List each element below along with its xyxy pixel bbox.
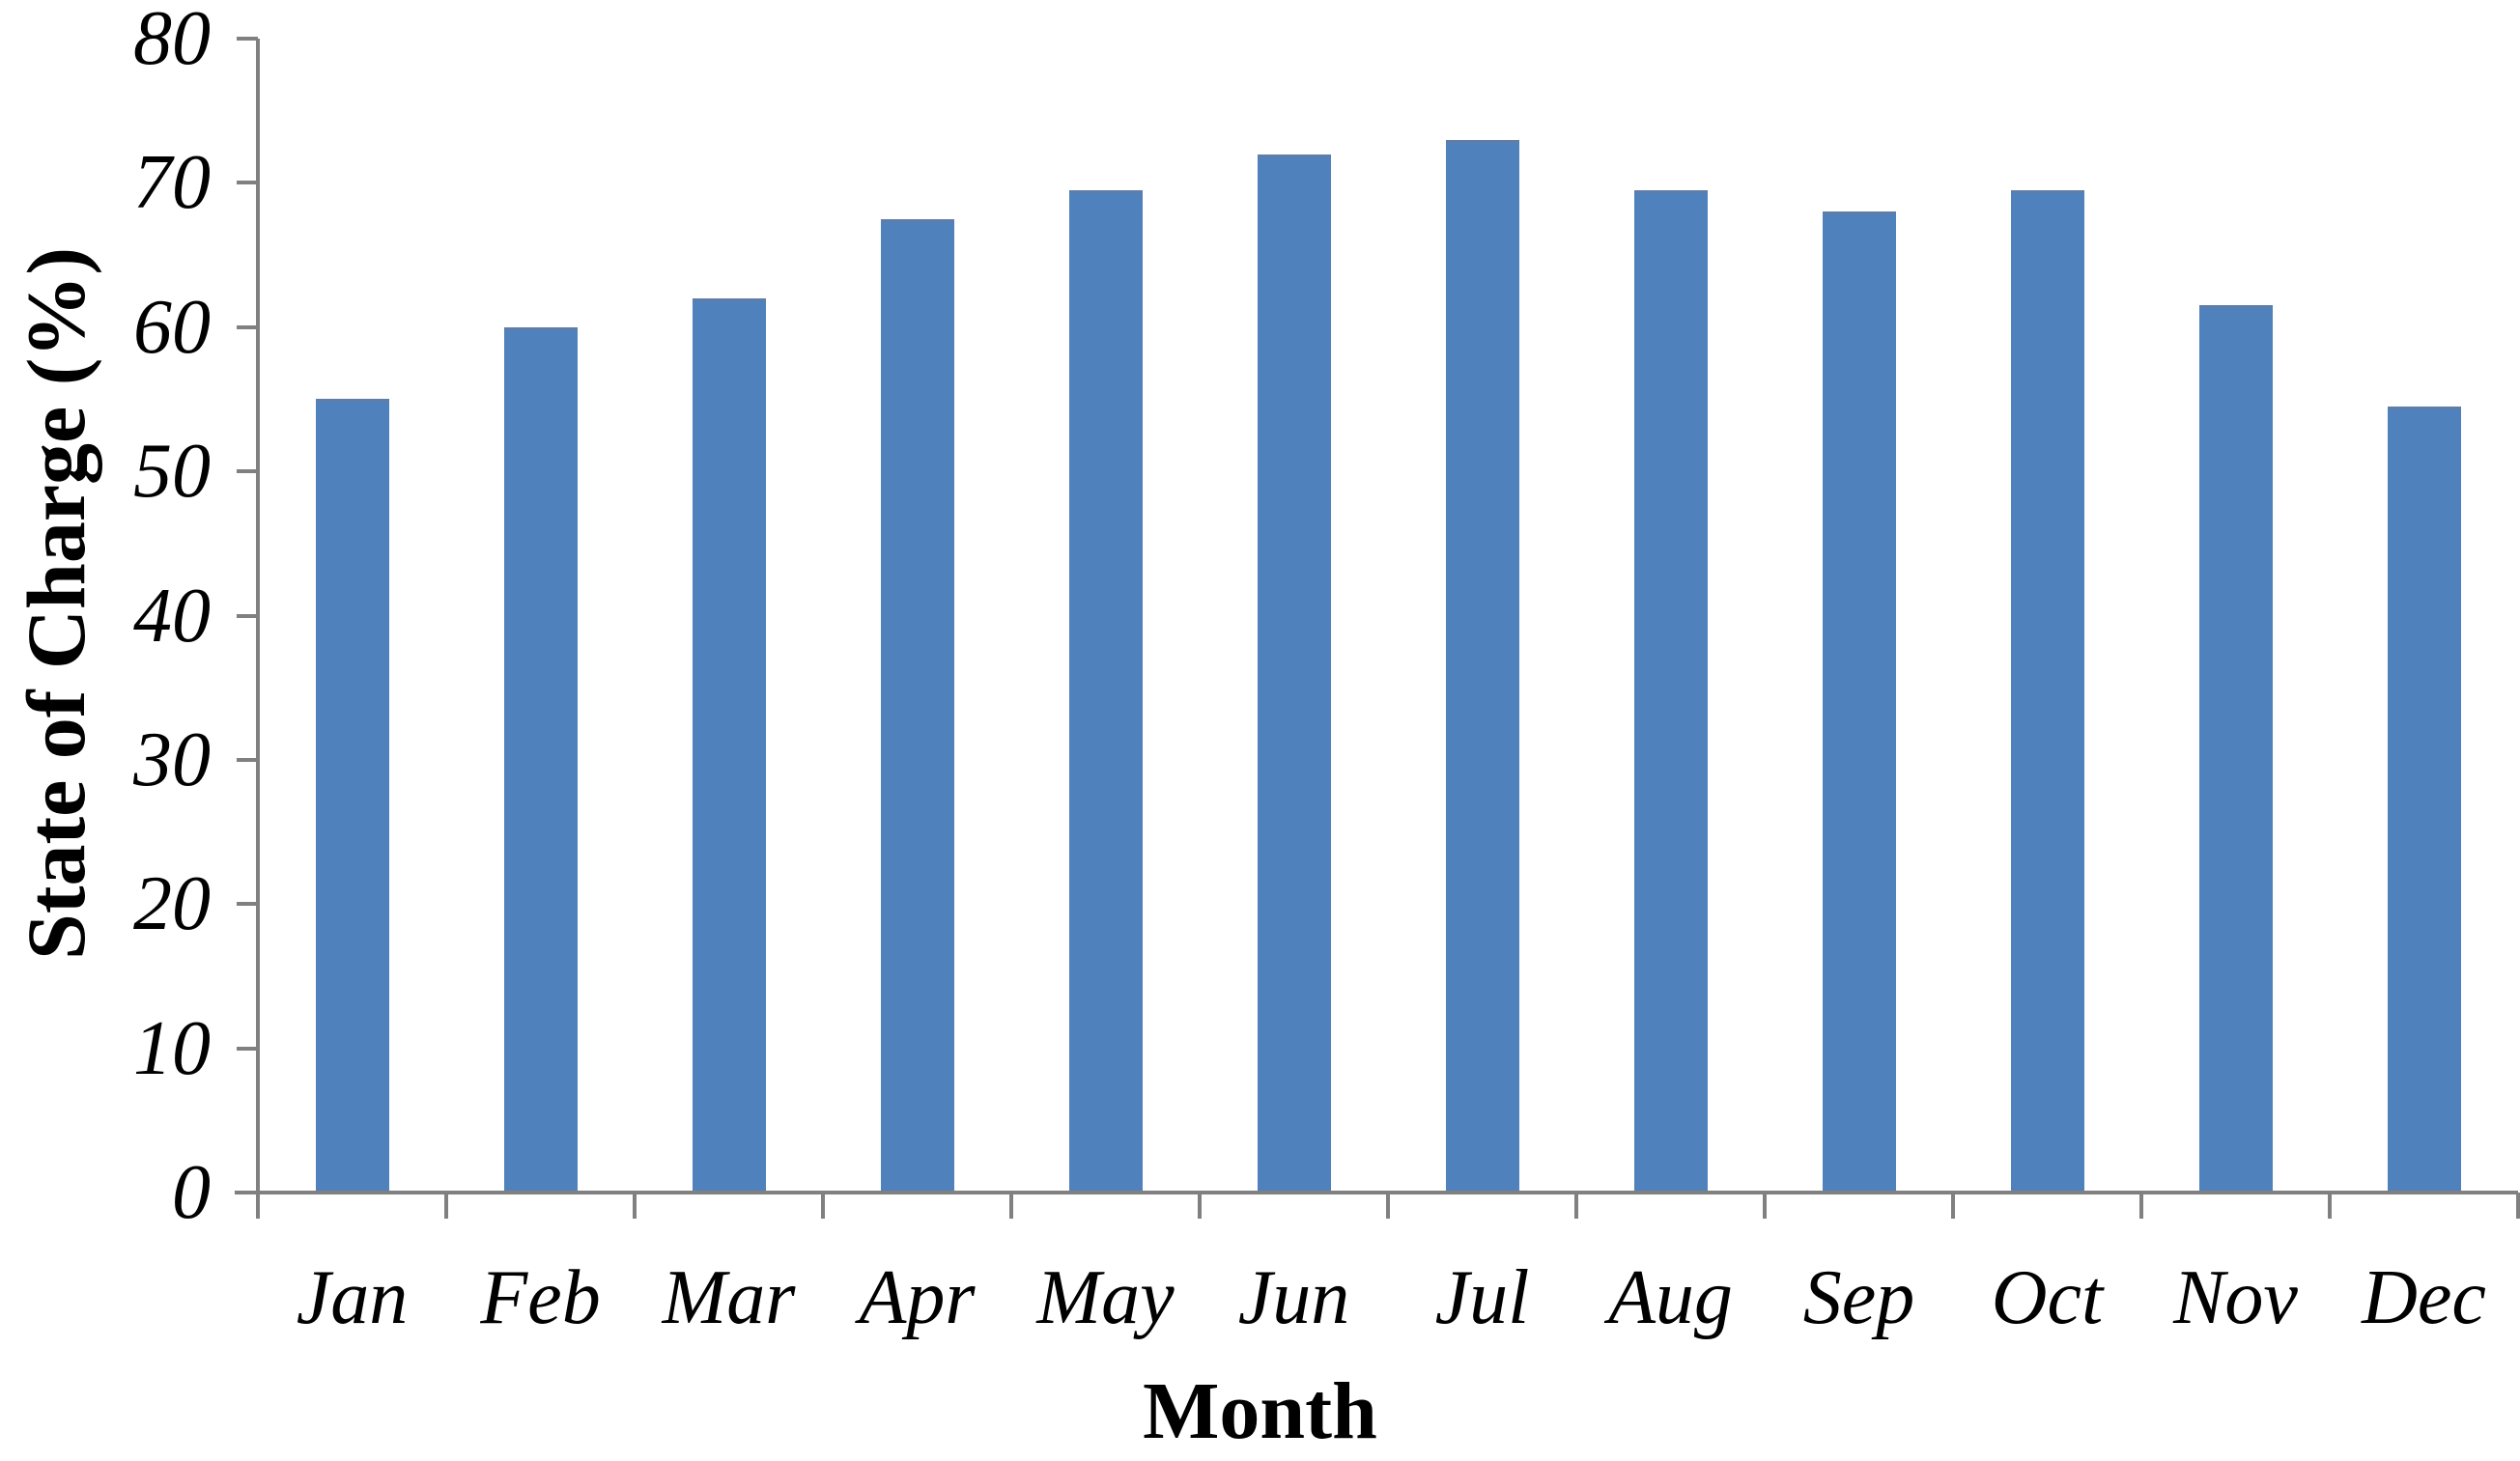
x-tick-label-aug: Aug [1608, 1255, 1733, 1340]
y-tick-label-80: 80 [133, 0, 211, 81]
x-tick-label-nov: Nov [2173, 1255, 2298, 1340]
y-tick-50 [237, 469, 258, 474]
bar-jan [315, 399, 389, 1193]
bar-dec [2387, 406, 2461, 1193]
x-axis-title: Month [1143, 1366, 1377, 1456]
x-axis-tick [256, 1193, 260, 1219]
x-axis-tick [821, 1193, 825, 1219]
y-tick-70 [237, 181, 258, 185]
y-tick-0 [237, 1191, 258, 1194]
x-tick-label-sep: Sep [1802, 1255, 1915, 1340]
x-tick-label-jul: Jul [1434, 1255, 1530, 1340]
y-tick-40 [237, 613, 258, 618]
x-axis-tick [1198, 1193, 1202, 1219]
x-tick-label-apr: Apr [859, 1255, 976, 1340]
x-tick-label-jun: Jun [1237, 1255, 1350, 1340]
y-tick-80 [237, 37, 258, 41]
x-axis-tick [1574, 1193, 1578, 1219]
y-tick-label-70: 70 [133, 140, 211, 226]
x-axis-tick [633, 1193, 637, 1219]
bar-aug [1633, 189, 1708, 1193]
x-axis-line [235, 1191, 2518, 1194]
x-tick-label-dec: Dec [2362, 1255, 2486, 1340]
bar-may [1068, 189, 1143, 1193]
x-tick-label-may: May [1036, 1255, 1175, 1340]
y-tick-label-30: 30 [133, 716, 211, 802]
y-tick-label-10: 10 [133, 1005, 211, 1091]
bar-mar [692, 297, 766, 1193]
y-tick-label-60: 60 [133, 284, 211, 370]
y-tick-label-40: 40 [133, 573, 211, 659]
y-tick-20 [237, 902, 258, 907]
x-axis-tick [2328, 1193, 2332, 1219]
x-axis-tick [1951, 1193, 1955, 1219]
x-axis-tick [444, 1193, 448, 1219]
x-tick-label-oct: Oct [1991, 1255, 2104, 1340]
y-tick-label-0: 0 [172, 1150, 211, 1235]
bar-apr [880, 218, 954, 1193]
bar-nov [2198, 305, 2273, 1193]
x-tick-label-feb: Feb [480, 1255, 601, 1340]
x-axis-tick [1009, 1193, 1013, 1219]
y-tick-label-50: 50 [133, 429, 211, 515]
x-axis-tick [2139, 1193, 2143, 1219]
y-axis-title: State of Charge (%) [10, 247, 102, 960]
x-tick-label-mar: Mar [662, 1255, 796, 1340]
y-axis-line [256, 39, 260, 1193]
bar-feb [503, 326, 578, 1193]
y-tick-30 [237, 757, 258, 762]
x-axis-tick [1763, 1193, 1767, 1219]
bar-sep [1822, 211, 1896, 1193]
x-axis-tick [1386, 1193, 1390, 1219]
bar-jun [1257, 154, 1331, 1193]
y-tick-10 [237, 1046, 258, 1051]
bar-oct [2010, 189, 2084, 1193]
bar-jul [1445, 139, 1519, 1193]
x-axis-tick [2516, 1193, 2520, 1219]
y-tick-label-20: 20 [133, 861, 211, 947]
x-tick-label-jan: Jan [296, 1255, 409, 1340]
y-tick-60 [237, 324, 258, 329]
